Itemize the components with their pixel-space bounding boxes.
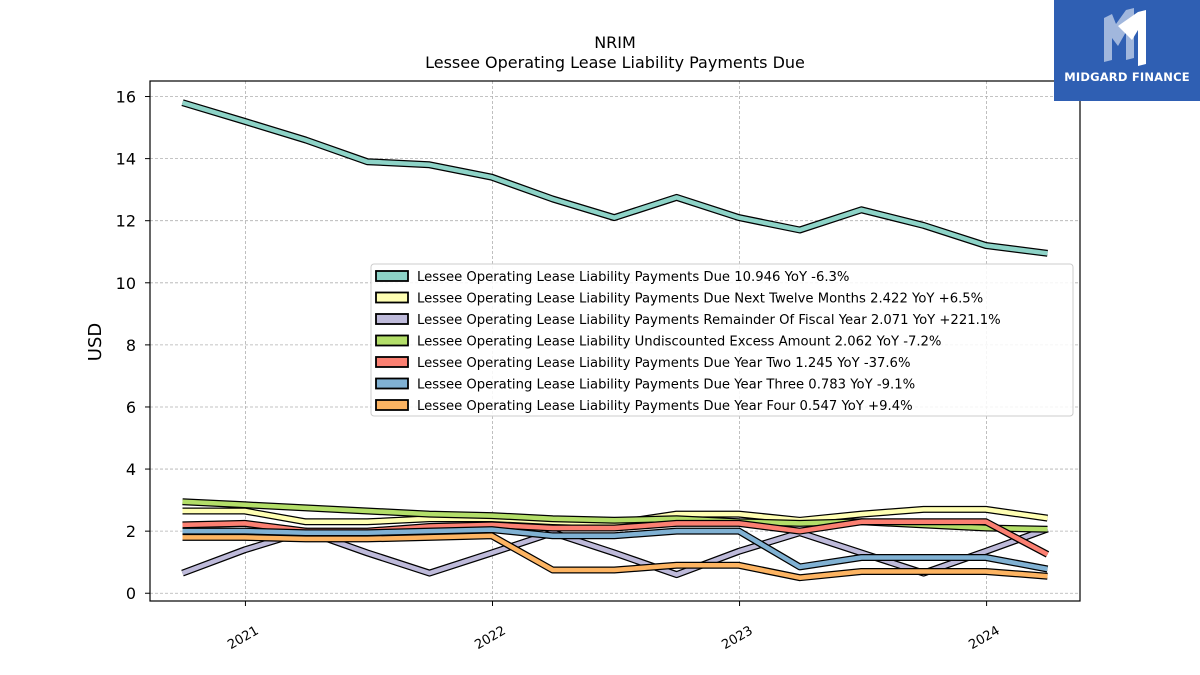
legend-label-1: Lessee Operating Lease Liability Payment… xyxy=(417,292,983,307)
y-tick-label: 12 xyxy=(116,212,136,231)
x-tick-label: 2022 xyxy=(472,623,508,653)
logo-brand-name: MIDGARD FINANCE xyxy=(1064,70,1190,84)
y-tick-label: 0 xyxy=(126,584,136,603)
midgard-finance-logo: MIDGARD FINANCE xyxy=(1054,0,1200,101)
chart-title: NRIM xyxy=(594,33,636,52)
y-tick-label: 8 xyxy=(126,336,136,355)
legend-label-0: Lessee Operating Lease Liability Payment… xyxy=(417,270,849,285)
series-line-6 xyxy=(182,533,1048,580)
legend-label-6: Lessee Operating Lease Liability Payment… xyxy=(417,399,913,414)
midgard-m-logo-icon xyxy=(1104,8,1146,66)
x-tick-label: 2023 xyxy=(719,623,755,653)
legend-label-5: Lessee Operating Lease Liability Payment… xyxy=(417,378,915,393)
legend-swatch-3 xyxy=(375,334,409,347)
series-line-5 xyxy=(182,527,1048,572)
legend-label-2: Lessee Operating Lease Liability Payment… xyxy=(417,313,1001,328)
legend-label-3: Lessee Operating Lease Liability Undisco… xyxy=(417,335,941,350)
series-line-outline-0 xyxy=(181,99,1048,257)
y-tick-label: 14 xyxy=(116,150,136,169)
legend-swatch-1 xyxy=(375,291,409,304)
y-tick-label: 16 xyxy=(116,88,136,107)
y-tick-label: 6 xyxy=(126,398,136,417)
legend-box xyxy=(370,263,1074,417)
legend-swatch-0 xyxy=(375,270,409,282)
legend-swatch-4 xyxy=(375,356,409,368)
plot-frame xyxy=(149,80,1081,602)
x-tick-label: 2021 xyxy=(225,623,261,653)
legend-label-4: Lessee Operating Lease Liability Payment… xyxy=(417,356,910,371)
legend-swatch-6 xyxy=(375,399,409,411)
y-tick-label: 10 xyxy=(116,274,136,293)
x-tick-label: 2024 xyxy=(966,623,1002,653)
legend-swatch-5 xyxy=(375,377,409,390)
chart-subtitle: Lessee Operating Lease Liability Payment… xyxy=(425,53,805,72)
legend-swatch-2 xyxy=(375,313,409,325)
y-tick-label: 2 xyxy=(126,522,136,541)
y-tick-label: 4 xyxy=(126,460,136,479)
series-line-0 xyxy=(181,100,1048,256)
y-axis-label: USD xyxy=(85,323,106,361)
